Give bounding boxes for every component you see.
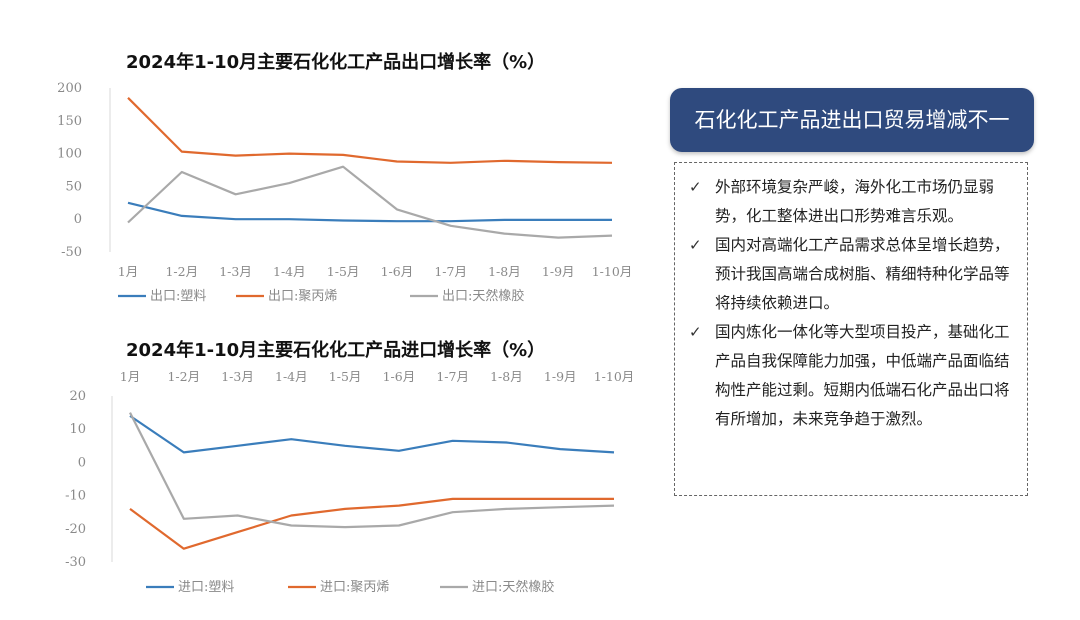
series-line-3 — [127, 165, 613, 239]
x-tick-label: 1-10月 — [594, 369, 635, 384]
import-chart-title: 2024年1-10月主要石化化工产品进口增长率（%） — [126, 340, 546, 361]
legend-label: 进口:聚丙烯 — [320, 580, 389, 595]
series-line-2 — [129, 497, 614, 550]
import-growth-chart: 20 10 0 -10 -20 -30 1月 1-2月 1-3月 1-4月 1-5月 1-6月 1-7月… — [65, 369, 634, 595]
y-tick-label: -30 — [65, 555, 86, 570]
x-tick-label: 1月 — [118, 264, 138, 279]
y-tick-label: 0 — [74, 212, 82, 227]
legend-label: 出口:塑料 — [150, 289, 206, 304]
y-tick-label: -50 — [61, 245, 82, 260]
x-tick-label: 1-9月 — [542, 264, 575, 279]
x-tick-label: 1-2月 — [167, 369, 200, 384]
series-line-2 — [127, 97, 613, 164]
check-icon: ✓ — [689, 323, 702, 341]
x-tick-label: 1-3月 — [221, 369, 254, 384]
bullet-item: ✓ 国内对高端化工产品需求总体呈增长趋势，预计我国高端合成树脂、精细特种化学品等… — [685, 231, 1017, 318]
series-line-1 — [127, 201, 612, 223]
legend-label: 进口:塑料 — [178, 580, 234, 595]
legend-label: 出口:天然橡胶 — [442, 288, 524, 304]
y-tick-label: 100 — [57, 147, 82, 162]
legend-label: 进口:天然橡胶 — [472, 579, 554, 595]
panel-header: 石化化工产品进出口贸易增减不一 — [670, 88, 1034, 152]
y-tick-label: 20 — [69, 389, 86, 404]
x-tick-label: 1-8月 — [488, 264, 521, 279]
x-tick-label: 1-5月 — [327, 264, 360, 279]
x-tick-label: 1-5月 — [329, 369, 362, 384]
x-tick-label: 1-6月 — [383, 369, 416, 384]
bullet-item: ✓ 国内炼化一体化等大型项目投产，基础化工产品自我保障能力加强，中低端产品面临结… — [685, 318, 1017, 434]
check-icon: ✓ — [689, 236, 702, 254]
y-tick-label: 10 — [69, 422, 86, 437]
x-tick-label: 1-10月 — [592, 264, 633, 279]
export-chart-title: 2024年1-10月主要石化化工产品出口增长率（%） — [126, 52, 546, 73]
bullet-text: 国内炼化一体化等大型项目投产，基础化工产品自我保障能力加强，中低端产品面临结构性… — [715, 323, 1010, 428]
y-tick-label: 200 — [57, 81, 82, 96]
x-tick-label: 1月 — [120, 369, 140, 384]
x-tick-label: 1-4月 — [275, 369, 308, 384]
y-tick-label: 50 — [65, 179, 82, 194]
check-icon: ✓ — [689, 178, 702, 196]
bullet-text: 外部环境复杂严峻，海外化工市场仍显弱势，化工整体进出口形势难言乐观。 — [715, 178, 995, 225]
series-line-3 — [129, 412, 615, 529]
y-tick-label: -10 — [65, 489, 86, 504]
export-growth-chart: 200 150 100 50 0 -50 1月 1-2月 1-3月 1-4月 1-5月 1-6月 1-7… — [57, 81, 632, 304]
legend-label: 出口:聚丙烯 — [268, 289, 337, 304]
panel-bullets-box: ✓ 外部环境复杂严峻，海外化工市场仍显弱势，化工整体进出口形势难言乐观。 ✓ 国… — [674, 162, 1028, 496]
x-tick-label: 1-4月 — [273, 264, 306, 279]
y-tick-label: 150 — [57, 114, 82, 129]
y-tick-label: -20 — [65, 522, 86, 537]
series-line-1 — [129, 414, 615, 454]
x-tick-label: 1-7月 — [436, 369, 469, 384]
x-tick-label: 1-8月 — [490, 369, 523, 384]
x-tick-label: 1-3月 — [219, 264, 252, 279]
y-tick-label: 0 — [78, 455, 86, 470]
bullet-text: 国内对高端化工产品需求总体呈增长趋势，预计我国高端合成树脂、精细特种化学品等将持… — [715, 236, 1010, 312]
x-tick-label: 1-6月 — [381, 264, 414, 279]
x-tick-label: 1-2月 — [165, 264, 198, 279]
x-tick-label: 1-9月 — [544, 369, 577, 384]
bullet-item: ✓ 外部环境复杂严峻，海外化工市场仍显弱势，化工整体进出口形势难言乐观。 — [685, 173, 1017, 231]
x-tick-label: 1-7月 — [434, 264, 467, 279]
